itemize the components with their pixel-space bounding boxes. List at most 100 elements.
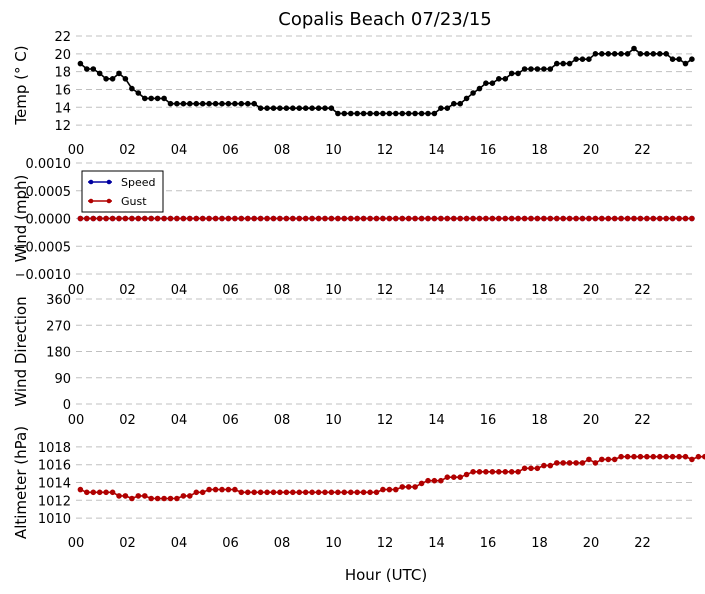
- wind-data-point: [109, 215, 116, 222]
- wind-data-point: [129, 215, 135, 222]
- wind-data-point: [592, 215, 599, 222]
- temp-data-point: [219, 100, 225, 107]
- temp-ytick-label: 16: [54, 83, 71, 98]
- wind-data-point: [148, 215, 154, 222]
- temp-data-point: [457, 100, 464, 107]
- altimeter-data-point: [611, 456, 618, 463]
- altimeter-data-point: [90, 489, 97, 496]
- altimeter-data-point: [463, 471, 470, 478]
- altimeter-data-point: [451, 474, 457, 481]
- wind-data-point: [122, 215, 129, 222]
- wind-legend-marker: [106, 198, 112, 204]
- temp-data-point: [476, 85, 483, 92]
- wind-legend-label: Gust: [121, 195, 147, 208]
- temp-data-point: [180, 100, 187, 107]
- altimeter-data-point: [618, 453, 624, 460]
- temp-data-point: [386, 110, 393, 117]
- temp-panel: 12 14 16 18 20 22 00 02 04 06 08 10 12 14 16 18 20 22 Temp…: [12, 30, 695, 158]
- temp-data-point: [637, 51, 644, 57]
- wind-data-point: [599, 215, 605, 222]
- temp-ytick-label: 12: [54, 119, 71, 134]
- wind-data-point: [412, 215, 418, 222]
- temp-data-point: [489, 80, 496, 86]
- wind-data-point: [373, 215, 380, 222]
- temp-data-point: [657, 51, 663, 57]
- wind-data-point: [554, 215, 560, 222]
- temp-data-point: [579, 56, 586, 63]
- altimeter-data-point: [605, 456, 612, 463]
- temp-data-point: [90, 66, 97, 72]
- temp-data-point: [554, 60, 560, 67]
- altimeter-xtick-label: 04: [171, 536, 188, 551]
- wind-xtick-label: 12: [377, 283, 394, 298]
- temp-data-point: [354, 110, 361, 117]
- wind-data-point: [380, 215, 386, 222]
- temp-data-point: [502, 76, 509, 82]
- wind-data-point: [657, 215, 663, 222]
- temp-data-point: [199, 100, 206, 107]
- wind-data-point: [669, 215, 676, 222]
- wind-data-point: [560, 215, 567, 222]
- wind-data-point: [348, 215, 354, 222]
- temp-data-point: [245, 100, 251, 107]
- altimeter-ytick-label: 1012: [38, 494, 71, 509]
- temp-data-point: [650, 51, 657, 57]
- temp-data-point: [360, 110, 367, 117]
- wind-data-point: [631, 215, 637, 222]
- wind-data-point: [103, 215, 109, 222]
- wind-data-point: [682, 215, 689, 222]
- altimeter-data-point: [483, 469, 489, 475]
- wind-xtick-label: 08: [274, 283, 291, 298]
- temp-data-point: [431, 110, 438, 117]
- wind-data-point: [360, 215, 367, 222]
- temp-ytick-label: 14: [54, 101, 71, 116]
- temp-data-point: [322, 105, 328, 111]
- altimeter-data-point: [360, 489, 367, 496]
- temp-data-point: [412, 110, 418, 117]
- altimeter-data-point: [457, 474, 464, 481]
- wind-data-point: [283, 215, 290, 222]
- altimeter-data-point: [219, 486, 225, 493]
- temp-data-point: [470, 90, 476, 96]
- temp-data-point: [167, 100, 174, 107]
- temp-data-point: [451, 100, 457, 107]
- temp-data-point: [689, 56, 695, 63]
- altimeter-data-point: [193, 489, 200, 496]
- altimeter-data-point: [335, 489, 341, 496]
- wind-data-point: [96, 215, 103, 222]
- altimeter-data-point: [225, 486, 232, 493]
- altimeter-data-point: [129, 495, 135, 502]
- wind-xtick-label: 10: [325, 283, 342, 298]
- altimeter-data-point: [238, 489, 245, 496]
- temp-data-point: [573, 56, 579, 63]
- altimeter-data-point: [341, 489, 348, 496]
- temp-data-point: [142, 95, 148, 102]
- wind-data-point: [689, 215, 695, 222]
- altimeter-ytick-label: 1010: [38, 512, 71, 527]
- wind-data-point: [611, 215, 618, 222]
- altimeter-data-point: [592, 460, 599, 466]
- altimeter-data-point: [515, 469, 521, 475]
- wind-data-point: [502, 215, 509, 222]
- wind-direction-ytick-label: 0: [63, 398, 71, 413]
- altimeter-data-point: [425, 477, 431, 484]
- altimeter-ytick-label: 1018: [38, 441, 71, 456]
- wind-data-point: [174, 215, 180, 222]
- x-axis-label: Hour (UTC): [345, 566, 427, 584]
- temp-xtick-label: 12: [377, 143, 394, 158]
- wind-ytick-label: −0.0010: [15, 268, 71, 283]
- altimeter-data-point: [77, 486, 84, 493]
- wind-data-point: [515, 215, 521, 222]
- temp-ytick-label: 22: [54, 30, 71, 45]
- temp-xtick-label: 22: [634, 143, 651, 158]
- wind-direction-ytick-label: 90: [54, 372, 71, 387]
- altimeter-data-point: [676, 453, 682, 460]
- wind-xtick-label: 06: [222, 283, 239, 298]
- wind-data-point: [257, 215, 264, 222]
- wind-ytick-label: 0.0010: [26, 157, 72, 172]
- temp-y-axis-label: Temp (° C): [12, 45, 30, 125]
- temp-data-point: [283, 105, 290, 111]
- wind-direction-ytick-label: 360: [46, 293, 71, 308]
- temp-data-point: [109, 76, 116, 82]
- wind-data-point: [528, 215, 534, 222]
